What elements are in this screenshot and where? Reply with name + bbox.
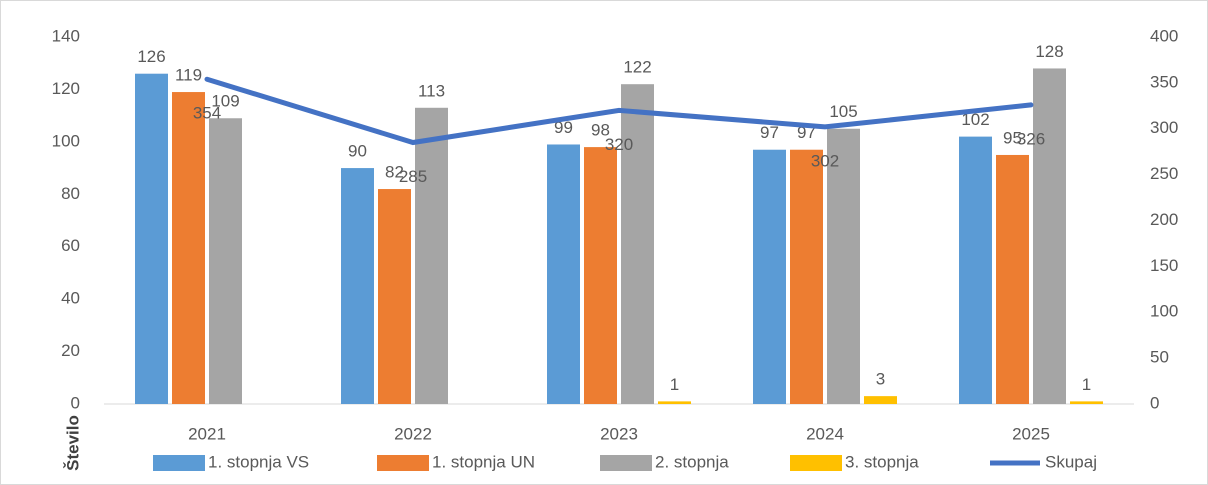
bar-value-label: 97 <box>760 123 779 142</box>
bar-value-label: 90 <box>348 142 367 161</box>
y2-tick-label: 350 <box>1150 72 1178 91</box>
bar-value-label: 109 <box>211 92 239 111</box>
y-tick-label: 0 <box>71 393 80 412</box>
bar <box>621 84 654 404</box>
line-value-label: 326 <box>1017 129 1045 148</box>
x-tick-label: 2021 <box>188 424 226 443</box>
bar <box>658 401 691 404</box>
bar <box>547 144 580 404</box>
legend-swatch <box>790 455 842 471</box>
legend-swatch <box>600 455 652 471</box>
y2-tick-label: 300 <box>1150 118 1178 137</box>
bar-value-label: 1 <box>670 375 679 394</box>
bar-value-label: 1 <box>1082 375 1091 394</box>
x-tick-label: 2023 <box>600 424 638 443</box>
legend-label: 3. stopnja <box>845 452 919 471</box>
y2-tick-label: 0 <box>1150 393 1159 412</box>
x-tick-label: 2022 <box>394 424 432 443</box>
y-tick-label: 40 <box>61 289 80 308</box>
y2-tick-label: 200 <box>1150 210 1178 229</box>
y-tick-label: 120 <box>52 79 80 98</box>
bar <box>584 147 617 404</box>
bar-value-label: 82 <box>385 163 404 182</box>
bar <box>135 73 168 404</box>
legend-label: 1. stopnja VS <box>208 452 309 471</box>
bar <box>1070 401 1103 404</box>
y2-tick-label: 400 <box>1150 26 1178 45</box>
y-tick-label: 100 <box>52 131 80 150</box>
line-value-label: 302 <box>811 151 839 170</box>
x-tick-label: 2025 <box>1012 424 1050 443</box>
line-value-label: 320 <box>605 135 633 154</box>
bar <box>378 189 411 404</box>
bar-value-label: 128 <box>1035 42 1063 61</box>
bar <box>341 168 374 404</box>
bar-value-label: 119 <box>175 66 202 85</box>
legend-swatch <box>377 455 429 471</box>
y2-tick-label: 250 <box>1150 164 1178 183</box>
y-tick-label: 140 <box>52 26 80 45</box>
y2-tick-label: 100 <box>1150 302 1178 321</box>
bar-value-label: 102 <box>961 110 989 129</box>
line-value-label: 285 <box>399 167 427 186</box>
y-tick-label: 80 <box>61 184 80 203</box>
y-axis-title: Število <box>63 415 82 471</box>
bar-value-label: 113 <box>418 81 445 100</box>
bar <box>827 128 860 404</box>
bar <box>1033 68 1066 404</box>
x-tick-label: 2024 <box>806 424 844 443</box>
bar <box>996 154 1029 404</box>
bar <box>209 118 242 404</box>
y2-tick-label: 150 <box>1150 256 1178 275</box>
bar-value-label: 122 <box>623 58 651 77</box>
bar-value-label: 95 <box>1003 128 1022 147</box>
bar-value-label: 98 <box>591 121 610 140</box>
bar <box>753 149 786 404</box>
line-value-label: 354 <box>193 104 221 123</box>
legend-label: 1. stopnja UN <box>432 452 535 471</box>
legend-label: 2. stopnja <box>655 452 729 471</box>
y-tick-label: 20 <box>61 341 80 360</box>
line <box>204 76 1034 146</box>
bar <box>172 92 205 405</box>
bar <box>415 107 448 405</box>
y-tick-label: 60 <box>61 236 80 255</box>
legend-swatch <box>153 455 205 471</box>
legend-label: Skupaj <box>1045 452 1097 471</box>
bar-value-label: 99 <box>554 118 573 137</box>
bar <box>790 149 823 404</box>
bar <box>959 136 992 404</box>
bar-value-label: 3 <box>876 370 885 389</box>
bar-value-label: 105 <box>829 102 857 121</box>
bar <box>864 396 897 404</box>
bar-value-label: 126 <box>137 47 165 66</box>
y2-tick-label: 50 <box>1150 348 1169 367</box>
